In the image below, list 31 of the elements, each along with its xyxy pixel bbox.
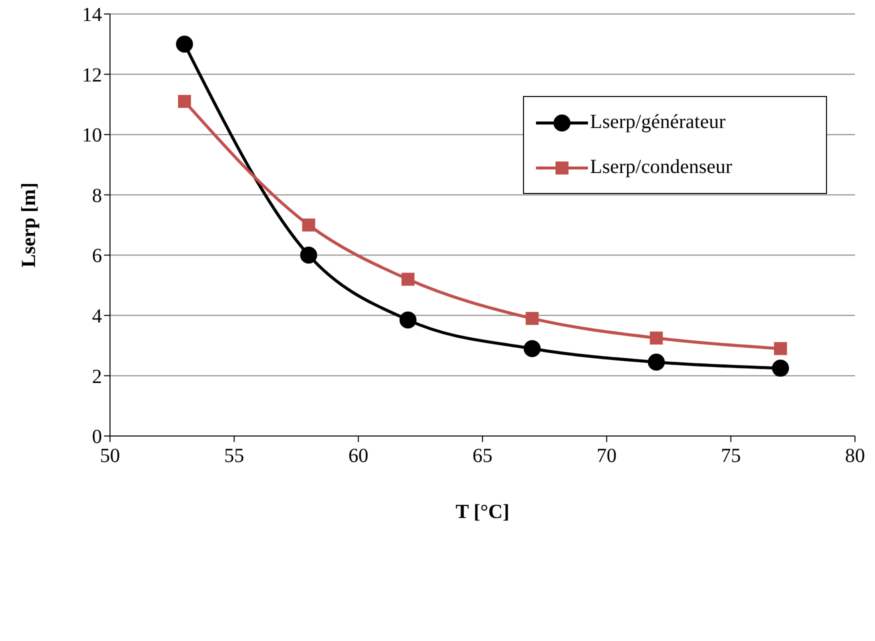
point [772, 360, 789, 377]
x-tick-label: 75 [720, 445, 741, 468]
y-tick-label: 8 [92, 184, 102, 207]
point [524, 340, 541, 358]
x-tick-label: 80 [845, 445, 865, 468]
y-tick-label: 14 [82, 4, 102, 26]
x-tick-label: 70 [596, 445, 617, 468]
y-tick-label: 4 [92, 306, 102, 328]
point [400, 311, 416, 328]
x-axis-title: T [°C] [456, 501, 510, 523]
point [302, 218, 316, 232]
y-tick-label: 2 [92, 366, 102, 388]
point [402, 272, 414, 286]
point [178, 94, 191, 108]
x-tick-label: 65 [472, 445, 492, 468]
legend-label: Lserp/condenseur [590, 156, 732, 179]
y-axis-title: Lserp [m] [18, 182, 40, 268]
x-tick-label: 60 [348, 445, 368, 468]
point [526, 312, 539, 325]
point [176, 36, 193, 53]
point [648, 354, 665, 371]
y-tick-label: 12 [82, 64, 102, 86]
x-tick-label: 55 [224, 445, 244, 468]
x-tick-label: 50 [100, 445, 120, 468]
legend-label: Lserp/générateur [590, 111, 726, 134]
y-tick-label: 6 [92, 245, 102, 268]
y-tick-label: 0 [92, 426, 102, 448]
y-tick-label: 10 [82, 124, 102, 147]
point [300, 246, 318, 264]
point [774, 342, 787, 356]
point [650, 332, 663, 345]
